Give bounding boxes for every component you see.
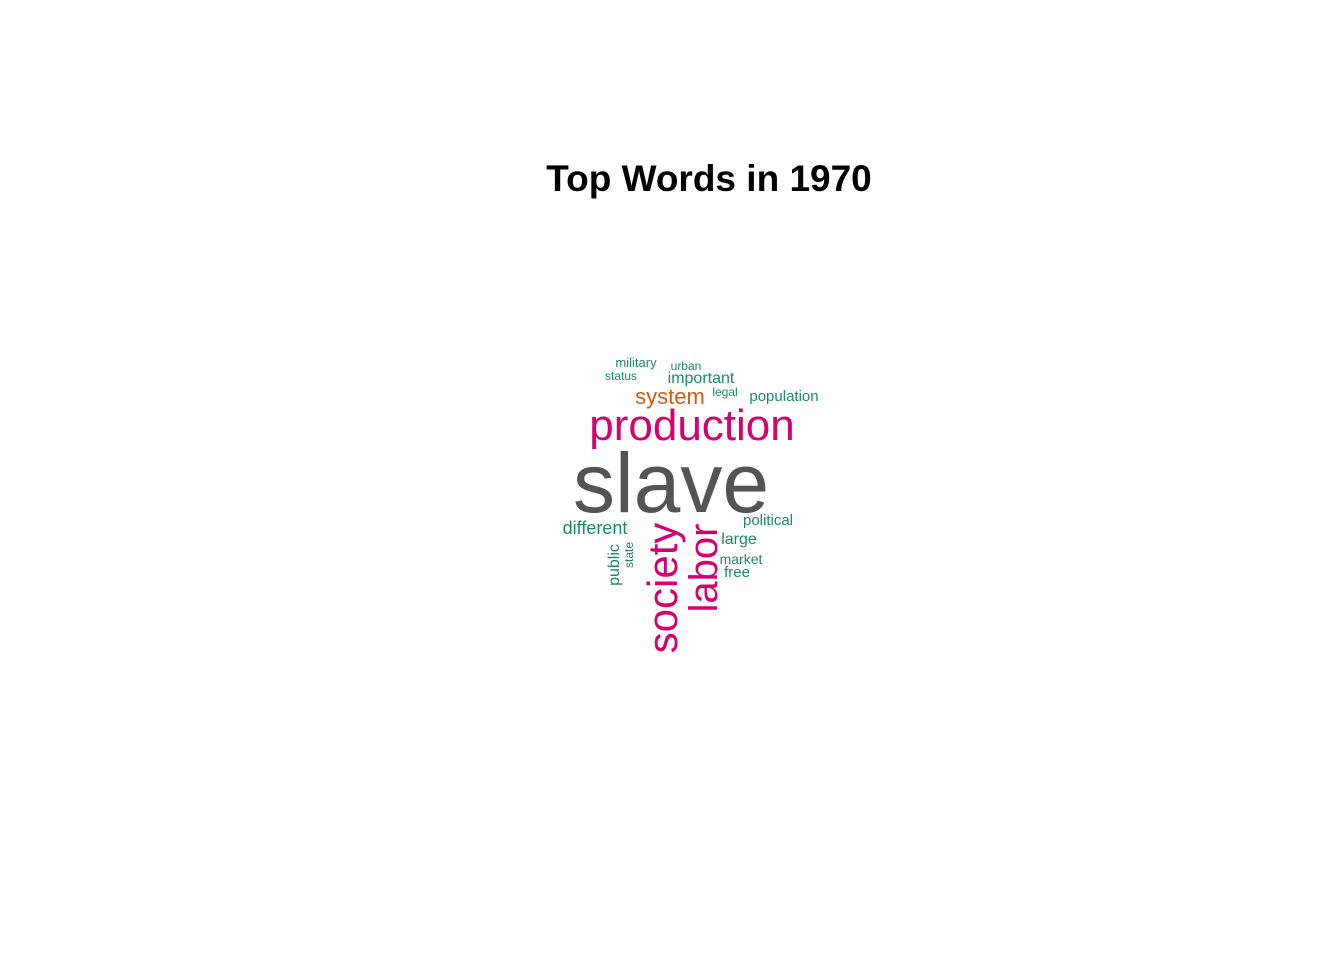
word-political: political (743, 512, 793, 529)
word-population: population (749, 388, 818, 405)
word-system: system (635, 384, 705, 409)
word-production: production (589, 401, 794, 450)
word-large: large (721, 531, 757, 548)
word-different: different (563, 518, 628, 538)
word-state: state (622, 542, 636, 568)
word-military: military (615, 355, 657, 370)
word-status: status (605, 369, 637, 383)
cloud-title: Top Words in 1970 (546, 158, 872, 199)
word-slave: slave (573, 436, 769, 530)
word-free: free (724, 564, 750, 581)
word-legal: legal (712, 385, 737, 399)
word-market: market (720, 551, 763, 567)
word-important: important (668, 370, 735, 387)
word-urban: urban (671, 359, 702, 373)
word-society: society (639, 523, 686, 654)
word-public: public (606, 544, 623, 586)
word-labor: labor (682, 524, 726, 613)
